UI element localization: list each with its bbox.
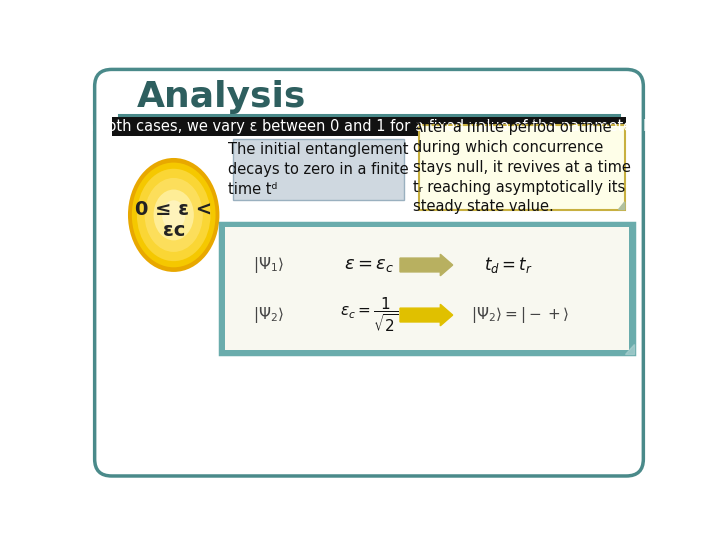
- Text: $t_d = t_r$: $t_d = t_r$: [484, 255, 533, 275]
- Text: In both cases, we vary ε between 0 and 1 for a fixed value of the parameter N.: In both cases, we vary ε between 0 and 1…: [80, 119, 658, 134]
- Text: $|\Psi_2\rangle = |-+\rangle$: $|\Psi_2\rangle = |-+\rangle$: [471, 305, 570, 325]
- FancyArrow shape: [400, 254, 453, 276]
- Text: εᴄ: εᴄ: [163, 221, 185, 240]
- Ellipse shape: [132, 163, 215, 267]
- Polygon shape: [618, 202, 625, 210]
- FancyBboxPatch shape: [94, 70, 644, 476]
- Polygon shape: [625, 343, 634, 354]
- Ellipse shape: [162, 200, 185, 230]
- Ellipse shape: [128, 158, 220, 272]
- Ellipse shape: [137, 168, 210, 261]
- Text: Analysis: Analysis: [137, 80, 306, 114]
- Text: The initial entanglement
decays to zero in a finite
time tᵈ: The initial entanglement decays to zero …: [228, 142, 409, 197]
- Text: $\varepsilon = \varepsilon_c$: $\varepsilon = \varepsilon_c$: [344, 256, 394, 274]
- FancyBboxPatch shape: [220, 222, 634, 354]
- Text: $|\Psi_2\rangle$: $|\Psi_2\rangle$: [253, 305, 284, 325]
- Text: $|\Psi_1\rangle$: $|\Psi_1\rangle$: [253, 255, 284, 275]
- FancyBboxPatch shape: [233, 139, 404, 200]
- FancyBboxPatch shape: [419, 125, 625, 210]
- Ellipse shape: [145, 178, 203, 252]
- Text: 0 ≤ ε <: 0 ≤ ε <: [135, 200, 212, 219]
- FancyBboxPatch shape: [112, 117, 626, 136]
- Ellipse shape: [153, 190, 194, 240]
- Text: After a finite period of time
during which concurrence
stays null, it revives at: After a finite period of time during whi…: [413, 120, 631, 214]
- FancyBboxPatch shape: [225, 226, 629, 350]
- Text: $\varepsilon_c = \dfrac{1}{\sqrt{2}}$: $\varepsilon_c = \dfrac{1}{\sqrt{2}}$: [340, 296, 398, 334]
- FancyArrow shape: [400, 304, 453, 326]
